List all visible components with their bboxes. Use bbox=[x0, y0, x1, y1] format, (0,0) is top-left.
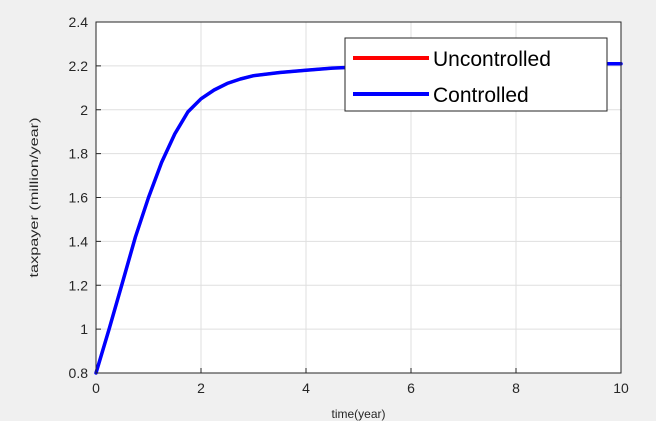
legend-box bbox=[344, 37, 608, 112]
y-tick-label: 1.8 bbox=[69, 146, 89, 162]
legend-label-controlled: Controlled bbox=[433, 84, 529, 107]
x-tick-label: 2 bbox=[197, 380, 205, 396]
axis-ticks: 0 2 4 6 8 10 0.8 1 1.2 1.4 1.6 1.8 2 2.2 2.4 bbox=[69, 14, 629, 396]
y-tick-label: 1.2 bbox=[69, 277, 89, 293]
y-tick-label: 2 bbox=[80, 102, 88, 118]
legend: Uncontrolled Controlled bbox=[344, 37, 608, 112]
x-tick-label: 8 bbox=[512, 380, 520, 396]
y-tick-label: 0.8 bbox=[69, 365, 89, 381]
x-tick-label: 6 bbox=[407, 380, 415, 396]
y-tick-label: 1.4 bbox=[69, 233, 89, 249]
y-tick-label: 2.4 bbox=[69, 14, 89, 30]
y-axis-label: taxpayer (million/year) bbox=[27, 118, 41, 278]
y-tick-label: 1 bbox=[80, 321, 88, 337]
legend-label-uncontrolled: Uncontrolled bbox=[433, 48, 551, 71]
x-tick-label: 10 bbox=[613, 380, 629, 396]
x-tick-label: 4 bbox=[302, 380, 310, 396]
x-tick-label: 0 bbox=[92, 380, 100, 396]
y-tick-label: 2.2 bbox=[69, 58, 89, 74]
y-tick-label: 1.6 bbox=[69, 190, 89, 206]
x-axis-label: time(year) bbox=[331, 407, 385, 421]
